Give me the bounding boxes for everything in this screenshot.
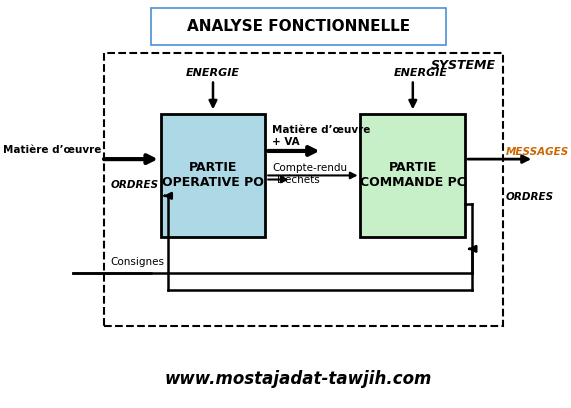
Text: www.mostajadat-tawjih.com: www.mostajadat-tawjih.com [165,370,432,388]
Text: ANALYSE FONCTIONNELLE: ANALYSE FONCTIONNELLE [187,19,410,34]
Text: ENERGIE: ENERGIE [186,67,240,78]
Text: ENERGIE: ENERGIE [394,67,448,78]
Text: Matière d’œuvre: Matière d’œuvre [3,145,101,155]
Text: PARTIE
COMMANDE PC: PARTIE COMMANDE PC [360,162,466,189]
Text: MESSAGES: MESSAGES [505,147,569,157]
Bar [160,114,266,237]
Text: Consignes: Consignes [111,257,164,267]
Text: PARTIE
OPERATIVE PO: PARTIE OPERATIVE PO [162,162,264,189]
Text: Matière d’œuvre
+ VA: Matière d’œuvre + VA [272,125,371,147]
Bar [151,8,446,45]
Bar [103,53,503,326]
Text: ORDRES: ORDRES [505,192,554,202]
Text: Déchets: Déchets [278,175,320,184]
Text: Compte-rendu: Compte-rendu [272,163,348,173]
Bar [360,114,465,237]
Text: SYSTEME: SYSTEME [431,59,496,72]
Text: ORDRES: ORDRES [111,180,159,190]
